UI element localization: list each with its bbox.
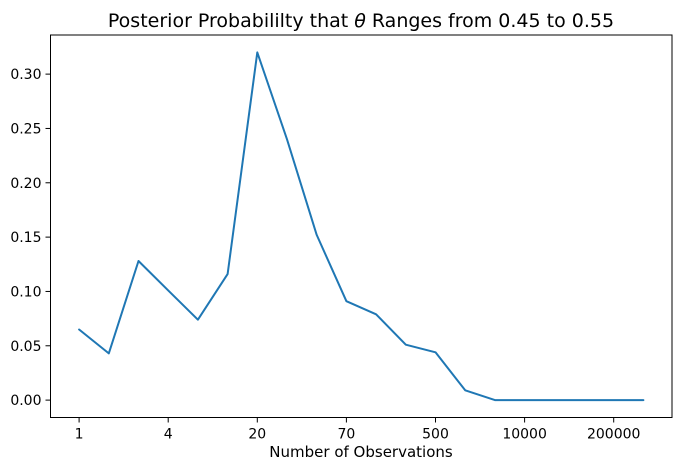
plot-frame bbox=[50, 34, 673, 418]
chart-title-suffix: Ranges from 0.45 to 0.55 bbox=[372, 10, 614, 32]
y-tick-label: 0.10 bbox=[10, 284, 41, 300]
theta-symbol: θ bbox=[354, 10, 366, 32]
y-tick-label: 0.30 bbox=[10, 67, 41, 83]
x-tick-label: 70 bbox=[337, 427, 355, 443]
x-tick-label: 4 bbox=[164, 427, 173, 443]
y-axis-ticks: 0.00 0.05 0.10 0.15 0.20 0.25 0.30 bbox=[10, 67, 51, 409]
x-axis-ticks: 1 4 20 70 500 10000 200000 bbox=[75, 417, 640, 443]
x-tick-label: 10000 bbox=[502, 427, 547, 443]
x-tick-label: 20 bbox=[248, 427, 266, 443]
posterior-probability-line bbox=[78, 51, 645, 402]
x-axis-label: Number of Observations bbox=[269, 443, 453, 461]
y-tick-label: 0.20 bbox=[10, 176, 41, 192]
x-tick-label: 1 bbox=[75, 427, 84, 443]
y-tick-label: 0.15 bbox=[10, 230, 41, 246]
chart-title: Posterior Probabililty that θ Ranges from … bbox=[108, 10, 614, 32]
y-tick-label: 0.05 bbox=[10, 339, 41, 355]
y-tick-label: 0.00 bbox=[10, 393, 41, 409]
x-tick-label: 500 bbox=[422, 427, 449, 443]
x-tick-label: 200000 bbox=[587, 427, 640, 443]
y-tick-label: 0.25 bbox=[10, 121, 41, 137]
chart-title-prefix: Posterior Probabililty that bbox=[108, 10, 348, 32]
